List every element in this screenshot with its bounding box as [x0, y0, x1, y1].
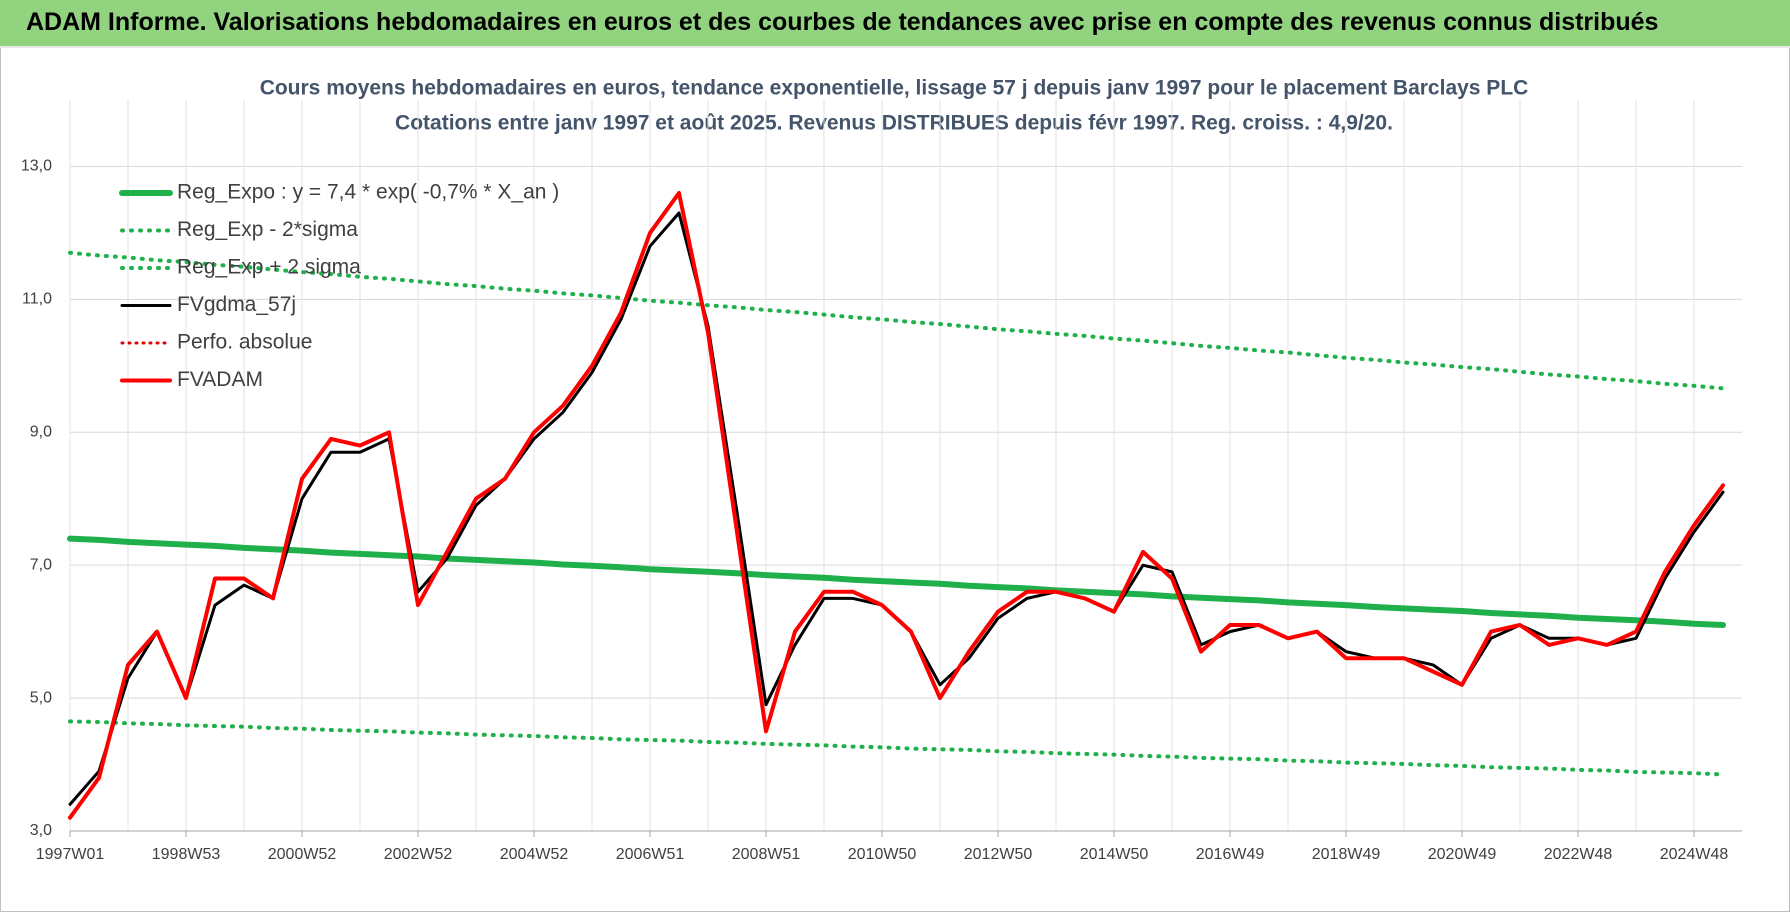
series-line [68, 211, 1725, 806]
legend-label: Reg_Expo : y = 7,4 * exp( -0,7% * X_an ) [177, 181, 559, 204]
x-tick-label: 2018W49 [1312, 846, 1381, 863]
x-tick-label: 2014W50 [1080, 846, 1149, 863]
header: ADAM Informe. Valorisations hebdomadaire… [0, 0, 1790, 48]
x-tick-label: 2004W52 [500, 846, 569, 863]
x-tick-label: 2022W48 [1544, 846, 1613, 863]
series-line [67, 535, 1726, 628]
x-tick-label: 2012W50 [964, 846, 1033, 863]
x-tick-label: 2024W48 [1660, 846, 1729, 863]
y-tick-label: 11,0 [22, 291, 52, 308]
chart-title: Cours moyens hebdomadaires en euros, ten… [260, 77, 1529, 100]
legend-label: FVADAM [177, 368, 263, 391]
x-tick-label: 2008W51 [732, 846, 801, 863]
y-tick-label: 7,0 [30, 556, 52, 573]
y-tick-label: 3,0 [30, 822, 52, 839]
x-tick-label: 2002W52 [384, 846, 453, 863]
y-tick-label: 9,0 [30, 423, 52, 440]
chart-subtitle: Cotations entre janv 1997 et août 2025. … [395, 112, 1393, 135]
y-tick-label: 5,0 [30, 689, 52, 706]
legend-label: Reg_Exp + 2 sigma [177, 256, 361, 279]
series-line [68, 250, 1725, 391]
x-tick-label: 1998W53 [152, 846, 221, 863]
x-tick-label: 1997W01 [36, 846, 105, 863]
legend-label: FVgdma_57j [177, 293, 296, 316]
header-title: ADAM Informe. Valorisations hebdomadaire… [26, 8, 1659, 36]
legend-label: Reg_Exp - 2*sigma [177, 218, 358, 241]
legend-label: Perfo. absolue [177, 331, 312, 354]
x-tick-label: 2010W50 [848, 846, 917, 863]
y-tick-label: 13,0 [21, 158, 52, 175]
x-tick-label: 2020W49 [1428, 846, 1497, 863]
x-tick-label: 2006W51 [616, 846, 685, 863]
series-line [68, 719, 1725, 777]
x-tick-label: 2000W52 [268, 846, 337, 863]
series-line [68, 191, 1725, 820]
x-tick-label: 2016W49 [1196, 846, 1265, 863]
